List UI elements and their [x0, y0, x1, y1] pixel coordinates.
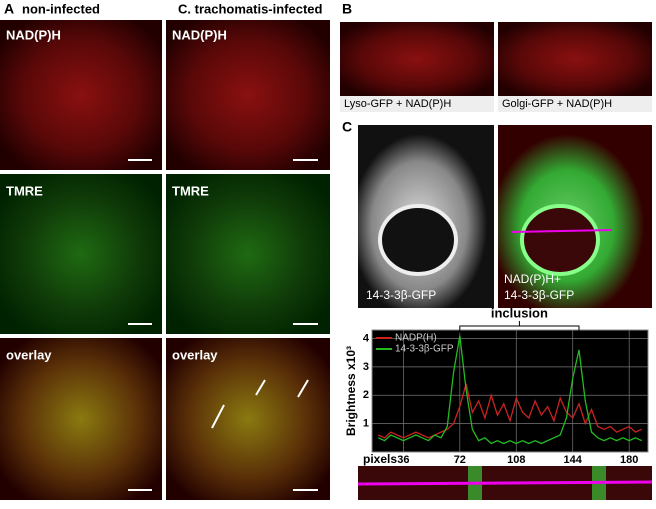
image-label: 14-3-3β-GFP [504, 288, 574, 302]
annotation-bracket [459, 321, 580, 333]
legend-label: 14-3-3β-GFP [395, 344, 454, 355]
x-tick-label: 72 [454, 454, 466, 466]
inclusion [378, 204, 458, 276]
panel-label: B [342, 1, 352, 17]
column-title: non-infected [22, 1, 100, 16]
x-tick-label: 180 [620, 454, 638, 466]
data-line [378, 383, 642, 439]
annotation: inclusion [491, 305, 548, 320]
legend-label: NADP(H) [395, 333, 437, 344]
y-tick-label: 3 [363, 361, 369, 373]
micrograph [0, 20, 162, 170]
image-label: overlay [172, 347, 218, 362]
image-label: 14-3-3β-GFP [366, 288, 436, 302]
y-tick-label: 2 [363, 389, 369, 401]
micrograph [0, 338, 162, 500]
line-scan [511, 229, 613, 233]
image-label: overlay [6, 347, 52, 362]
x-tick-label: 108 [507, 454, 525, 466]
micrograph [498, 22, 652, 96]
line-chart: 1 2 3 4 36 72 108 144 180 pixels Brightness x10³ NA… [344, 305, 649, 466]
scale-bars [128, 159, 318, 491]
image-label: Golgi-GFP + NAD(P)H [502, 98, 612, 110]
column-title: C. trachomatis-infected [178, 1, 323, 16]
panel-label: A [4, 1, 14, 17]
micrograph [0, 174, 162, 334]
image-label: NAD(P)H [172, 27, 227, 42]
caption-box [498, 96, 652, 112]
micrograph [166, 20, 330, 170]
inclusion [520, 204, 600, 276]
micrograph [340, 22, 494, 96]
y-tick-label: 4 [363, 332, 370, 344]
arrows [211, 379, 309, 429]
image-label: NAD(P)H [6, 27, 61, 42]
y-tick-label: 1 [363, 418, 369, 430]
caption-box [340, 96, 494, 112]
image-label: TMRE [6, 183, 43, 198]
y-axis-label: Brightness x10³ [344, 346, 358, 436]
x-tick-label: 144 [564, 454, 583, 466]
x-axis-label: pixels [363, 452, 397, 466]
image-grid [0, 20, 330, 500]
x-tick-label: 36 [397, 454, 409, 466]
panel-label: C [342, 119, 352, 135]
image-label: TMRE [172, 183, 209, 198]
data-line [378, 335, 642, 445]
plot-area [371, 329, 649, 453]
micrograph [166, 338, 330, 500]
image-label: NAD(P)H+ [504, 272, 561, 286]
line-scan [357, 480, 653, 486]
image-label: Lyso-GFP + NAD(P)H [344, 98, 451, 110]
micrograph [166, 174, 330, 334]
